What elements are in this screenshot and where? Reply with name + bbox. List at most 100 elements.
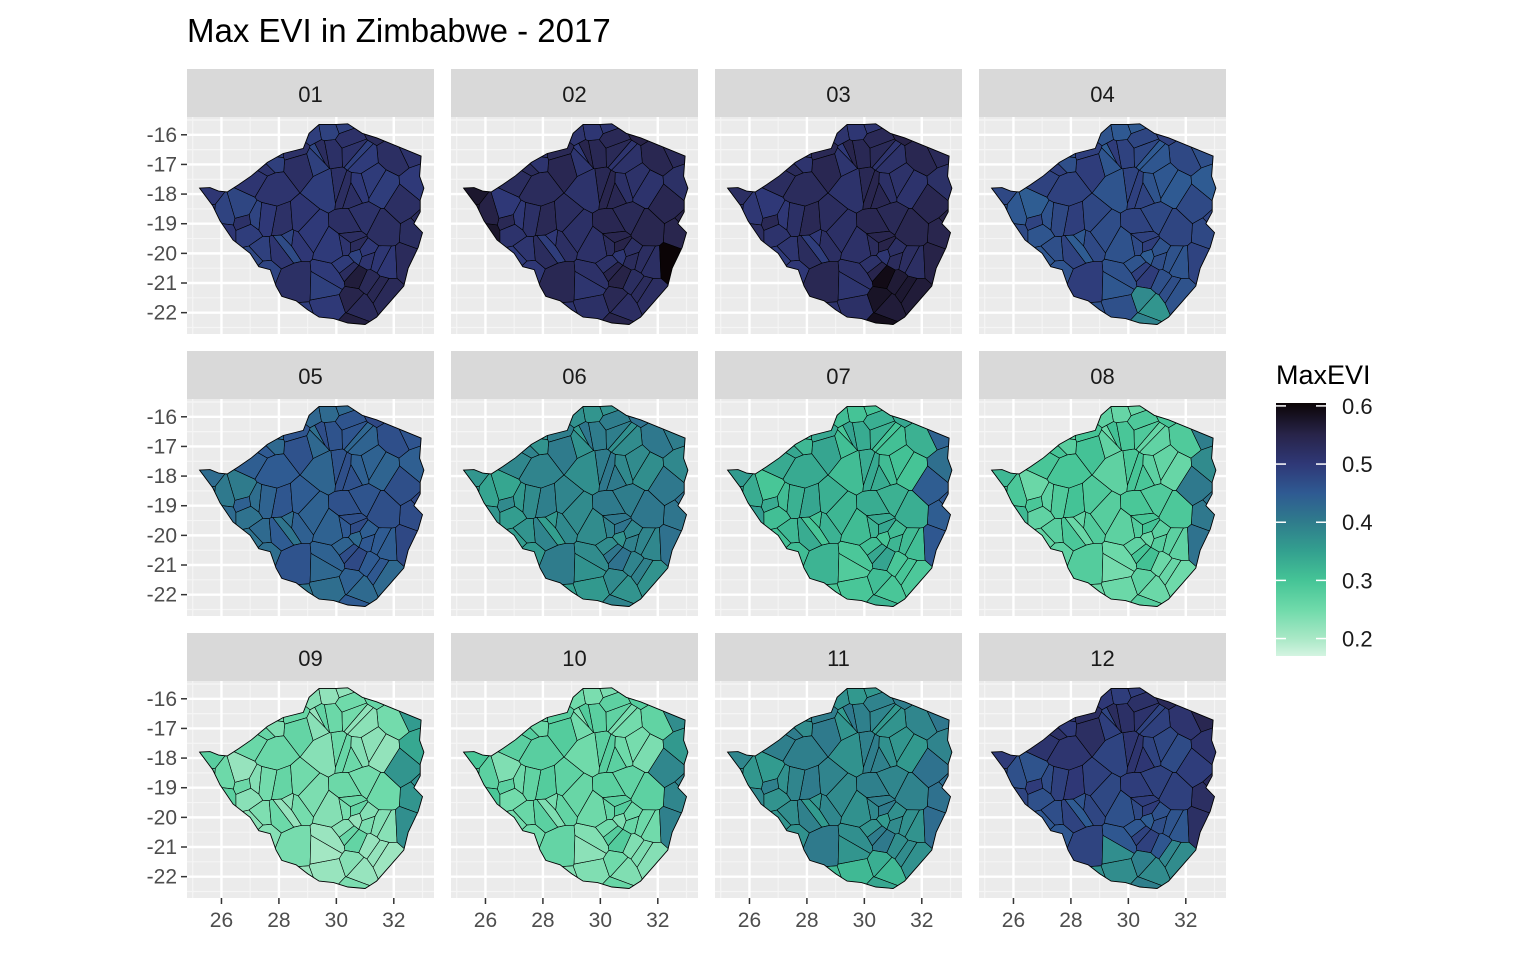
- district-polygon: [1162, 245, 1184, 274]
- country-outline: [198, 123, 425, 325]
- district-polygon: [598, 733, 616, 774]
- district-polygon: [280, 793, 295, 811]
- district-polygon: [522, 484, 542, 519]
- plot-area: [979, 681, 1226, 898]
- facet-strip-label: 10: [562, 646, 586, 671]
- district-polygon: [614, 454, 634, 486]
- district-polygon: [370, 809, 392, 838]
- district-polygon: [573, 552, 607, 583]
- district-polygon: [1027, 223, 1056, 248]
- district-polygon: [866, 286, 893, 314]
- district-polygon: [876, 531, 891, 548]
- district-polygon: [1101, 270, 1135, 301]
- axes: -16 -17 -18 -19 -20 -21 -22 -16 -17 -18 -19 -20 -21 -…: [147, 124, 1198, 932]
- district-polygon: [499, 787, 528, 812]
- district-polygon: [348, 531, 363, 548]
- y-tick-label: -22: [147, 584, 177, 607]
- district-polygon: [1130, 850, 1157, 878]
- y-tick-label: -20: [147, 524, 177, 547]
- district-polygon: [786, 202, 806, 237]
- district-polygon: [898, 527, 920, 556]
- district-polygon: [786, 766, 806, 801]
- facet-strip-label: 04: [1090, 82, 1114, 107]
- facet-panel: 07: [715, 351, 962, 616]
- facet-strip: [715, 69, 962, 117]
- district-polygon: [1050, 484, 1070, 519]
- district-polygon: [306, 429, 331, 459]
- district-polygon: [926, 439, 952, 488]
- x-tick-label: 30: [325, 909, 348, 932]
- y-tick-label: -16: [147, 688, 177, 711]
- plot-area: [715, 117, 962, 334]
- district-polygon: [808, 793, 823, 811]
- district-polygon: [602, 850, 629, 878]
- district-polygon: [522, 202, 542, 237]
- country-outline: [990, 405, 1217, 607]
- country-outline: [462, 123, 689, 325]
- facet-strip-label: 01: [298, 82, 322, 107]
- district-polygon: [544, 793, 559, 811]
- district-polygon: [614, 172, 634, 204]
- facet-strip: [715, 351, 962, 399]
- district-polygon: [1162, 809, 1184, 838]
- district-polygon: [662, 157, 688, 206]
- district-polygon: [350, 454, 370, 486]
- district-polygon: [1098, 711, 1123, 741]
- facet-panel: 08: [979, 351, 1226, 616]
- district-polygon: [634, 527, 656, 556]
- district-polygon: [662, 439, 688, 488]
- plot-area: [187, 117, 434, 334]
- x-tick-label: 28: [531, 909, 554, 932]
- district-polygon: [334, 451, 352, 492]
- district-polygon: [763, 223, 792, 248]
- district-polygon: [235, 787, 264, 812]
- facet-strip-label: 09: [298, 646, 322, 671]
- district-polygon: [598, 169, 616, 210]
- district-polygon: [862, 451, 880, 492]
- facet-strip: [451, 351, 698, 399]
- facet-strip: [187, 633, 434, 681]
- district-polygon: [370, 527, 392, 556]
- district-polygon: [1104, 507, 1136, 546]
- district-polygon: [1108, 687, 1132, 705]
- district-polygon: [350, 172, 370, 204]
- facet-strip: [187, 351, 434, 399]
- facet-strip-label: 05: [298, 364, 322, 389]
- district-polygon: [837, 834, 871, 865]
- district-polygon: [634, 809, 656, 838]
- district-polygon: [499, 505, 528, 530]
- district-polygon: [840, 225, 872, 264]
- legend-colorbar: [1276, 403, 1326, 656]
- x-tick-label: 32: [382, 909, 405, 932]
- facet-panels: 01 02 03 04 05 06 07 08 09 10 11 12: [187, 69, 1226, 898]
- district-polygon: [316, 687, 340, 705]
- district-polygon: [898, 809, 920, 838]
- facet-strip-label: 07: [826, 364, 850, 389]
- country-outline: [198, 687, 425, 889]
- x-tick-label: 26: [474, 909, 497, 932]
- district-polygon: [840, 507, 872, 546]
- district-polygon: [837, 270, 871, 301]
- facet-panel: 10: [451, 633, 698, 898]
- district-polygon: [1190, 721, 1216, 770]
- y-tick-label: -22: [147, 302, 177, 325]
- y-tick-label: -18: [147, 747, 177, 770]
- district-polygon: [1130, 568, 1157, 596]
- district-polygon: [1072, 511, 1087, 529]
- x-tick-label: 32: [910, 909, 933, 932]
- y-tick-label: -19: [147, 213, 177, 236]
- district-polygon: [570, 147, 595, 177]
- district-polygon: [878, 736, 898, 768]
- district-polygon: [844, 687, 868, 705]
- x-tick-label: 28: [1059, 909, 1082, 932]
- district-polygon: [235, 505, 264, 530]
- district-polygon: [1126, 451, 1144, 492]
- district-polygon: [1140, 531, 1155, 548]
- x-tick-label: 26: [1002, 909, 1025, 932]
- district-polygon: [580, 687, 604, 705]
- legend: MaxEVI 0.6 0.5 0.4 0.3 0.2: [1276, 360, 1373, 656]
- district-polygon: [614, 736, 634, 768]
- district-polygon: [840, 789, 872, 828]
- country-outline: [726, 123, 953, 325]
